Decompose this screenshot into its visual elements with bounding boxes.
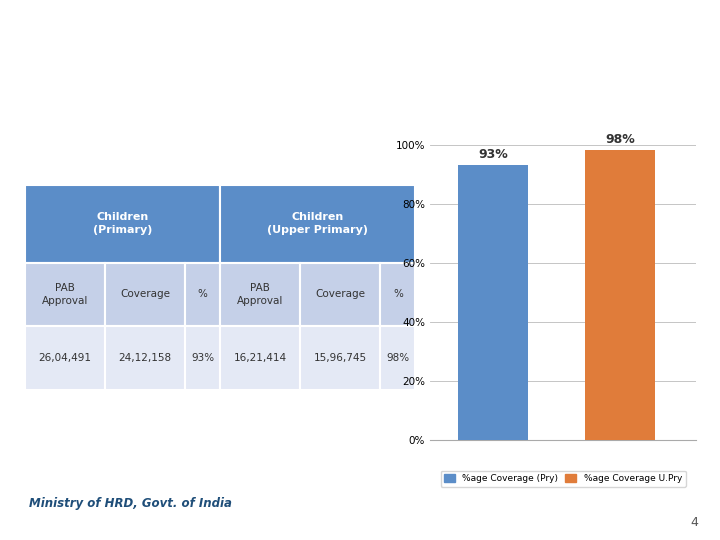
FancyBboxPatch shape xyxy=(185,326,220,390)
FancyBboxPatch shape xyxy=(380,262,415,326)
Text: 93%: 93% xyxy=(478,148,508,161)
FancyBboxPatch shape xyxy=(300,262,380,326)
Text: 93%: 93% xyxy=(192,353,215,363)
Text: Ministry of HRD, Govt. of India: Ministry of HRD, Govt. of India xyxy=(29,497,232,510)
Text: PAB
Approval: PAB Approval xyxy=(237,283,284,306)
FancyBboxPatch shape xyxy=(220,262,300,326)
Text: 98%: 98% xyxy=(387,353,410,363)
Text: 16,21,414: 16,21,414 xyxy=(234,353,287,363)
FancyBboxPatch shape xyxy=(300,326,380,390)
Text: %: % xyxy=(198,289,207,300)
FancyBboxPatch shape xyxy=(25,262,105,326)
FancyBboxPatch shape xyxy=(105,262,185,326)
FancyBboxPatch shape xyxy=(25,326,105,390)
Text: %: % xyxy=(393,289,402,300)
Text: 26,04,491: 26,04,491 xyxy=(39,353,91,363)
FancyBboxPatch shape xyxy=(105,326,185,390)
Text: 98%: 98% xyxy=(606,133,635,146)
Bar xyxy=(585,151,655,440)
Text: PAB
Approval: PAB Approval xyxy=(42,283,89,306)
Bar xyxy=(459,165,528,440)
Legend: %age Coverage (Pry), %age Coverage U.Pry: %age Coverage (Pry), %age Coverage U.Pry xyxy=(441,471,685,487)
FancyBboxPatch shape xyxy=(220,326,300,390)
FancyBboxPatch shape xyxy=(185,262,220,326)
Text: Coverage of Children (Primary & U. Primary): Coverage of Children (Primary & U. Prima… xyxy=(116,21,604,40)
Text: Coverage: Coverage xyxy=(120,289,170,300)
FancyBboxPatch shape xyxy=(380,326,415,390)
Text: 4: 4 xyxy=(690,516,698,529)
Text: Children
(Upper Primary): Children (Upper Primary) xyxy=(267,212,369,235)
Text: 15,96,745: 15,96,745 xyxy=(314,353,367,363)
FancyBboxPatch shape xyxy=(220,185,415,262)
Text: Children
(Primary): Children (Primary) xyxy=(93,212,153,235)
Text: Coverage: Coverage xyxy=(315,289,365,300)
Text: 24,12,158: 24,12,158 xyxy=(119,353,172,363)
FancyBboxPatch shape xyxy=(25,185,220,262)
